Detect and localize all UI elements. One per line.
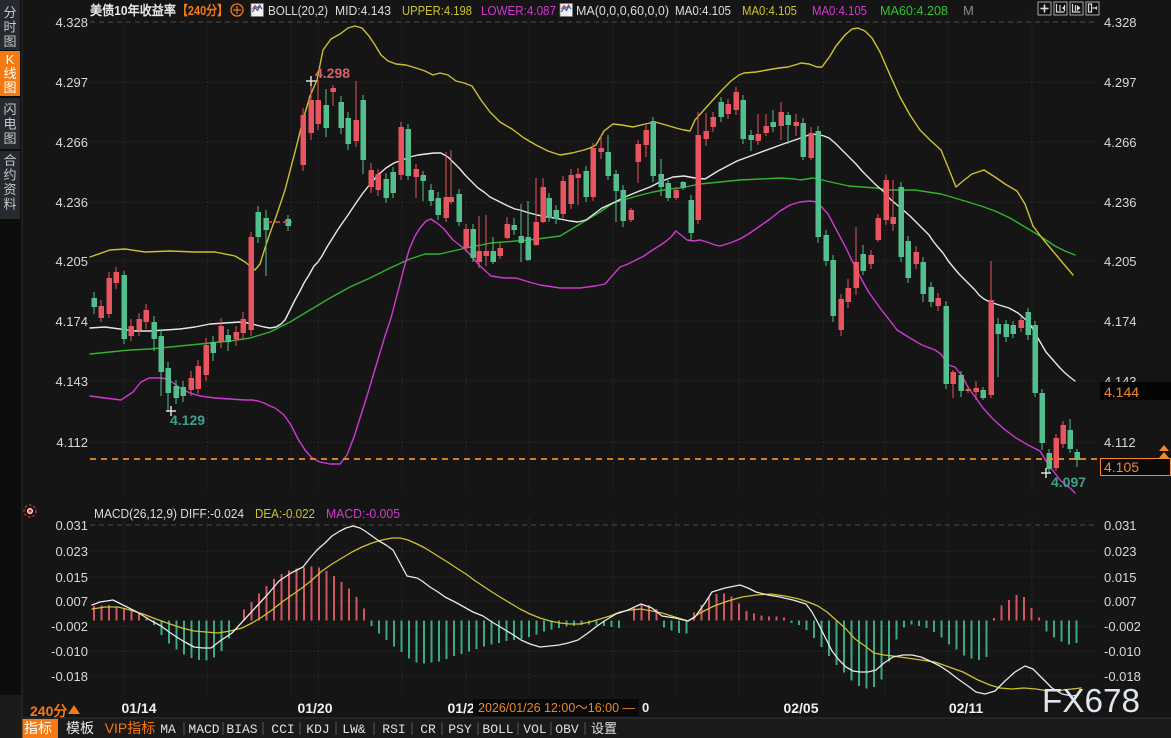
svg-text:MA0:4.105: MA0:4.105	[812, 3, 867, 18]
svg-text:PSY: PSY	[448, 722, 472, 737]
svg-text:0.031: 0.031	[55, 518, 88, 533]
svg-text:VIP指标: VIP指标	[105, 720, 156, 736]
svg-text:-0.002: -0.002	[51, 619, 88, 634]
svg-text:4.328: 4.328	[55, 15, 88, 30]
svg-text:料: 料	[3, 197, 16, 212]
svg-text:4.298: 4.298	[315, 65, 350, 81]
svg-text:M: M	[963, 3, 974, 18]
svg-text:4.143: 4.143	[55, 374, 88, 389]
svg-text:4.205: 4.205	[55, 254, 88, 269]
svg-text:MACD(26,12,9) DIFF:-0.024: MACD(26,12,9) DIFF:-0.024	[94, 506, 244, 521]
svg-text:-0.018: -0.018	[51, 669, 88, 684]
svg-text:RSI: RSI	[382, 722, 405, 737]
svg-text:KDJ: KDJ	[306, 722, 329, 737]
svg-text:4.266: 4.266	[55, 135, 88, 150]
svg-text:资: 资	[3, 182, 16, 197]
svg-text:线: 线	[3, 66, 16, 81]
svg-text:DEA:-0.022: DEA:-0.022	[255, 506, 315, 521]
svg-text:BOLL: BOLL	[482, 722, 513, 737]
svg-text:MACD: MACD	[188, 722, 219, 737]
svg-text:OBV: OBV	[555, 722, 579, 737]
svg-text:2026/01/26 12:00～16:00 —: 2026/01/26 12:00～16:00 —	[478, 700, 635, 715]
svg-text:BIAS: BIAS	[226, 722, 257, 737]
svg-text:闪: 闪	[3, 102, 16, 117]
svg-text:MID:4.143: MID:4.143	[335, 3, 391, 18]
svg-text:K: K	[6, 52, 15, 67]
svg-text:MA0:4.105: MA0:4.105	[675, 3, 731, 18]
svg-text:指标: 指标	[24, 720, 52, 736]
svg-text:0.015: 0.015	[1104, 570, 1137, 585]
svg-text:合: 合	[3, 153, 16, 168]
svg-text:图: 图	[3, 131, 16, 146]
svg-text:MA0:4.105: MA0:4.105	[742, 3, 797, 18]
svg-text:LW&: LW&	[342, 722, 366, 737]
svg-text:0.031: 0.031	[1104, 518, 1137, 533]
svg-text:设置: 设置	[591, 722, 617, 737]
svg-text:4.328: 4.328	[1104, 15, 1137, 30]
svg-text:01/20: 01/20	[297, 700, 332, 716]
svg-text:4.112: 4.112	[56, 435, 88, 450]
svg-text:0.007: 0.007	[55, 594, 88, 609]
svg-text:4.112: 4.112	[1104, 435, 1136, 450]
svg-text:02/05: 02/05	[783, 700, 818, 716]
svg-text:0.007: 0.007	[1104, 594, 1137, 609]
svg-text:4.297: 4.297	[1104, 75, 1137, 90]
svg-text:MACD:-0.005: MACD:-0.005	[326, 506, 400, 521]
svg-text:4.236: 4.236	[55, 195, 88, 210]
svg-text:0.023: 0.023	[55, 544, 88, 559]
svg-text:-0.010: -0.010	[1104, 644, 1141, 659]
svg-text:-0.018: -0.018	[1104, 669, 1141, 684]
svg-text:4.097: 4.097	[1051, 474, 1086, 490]
svg-text:4.266: 4.266	[1104, 135, 1137, 150]
svg-text:时: 时	[3, 20, 16, 35]
svg-text:0.023: 0.023	[1104, 544, 1137, 559]
svg-text:FX678: FX678	[1042, 682, 1140, 719]
svg-text:CR: CR	[420, 722, 436, 737]
svg-text:VOL: VOL	[523, 722, 546, 737]
svg-text:模板: 模板	[66, 720, 94, 736]
svg-text:4.129: 4.129	[170, 412, 205, 428]
svg-text:MA60:4.208: MA60:4.208	[880, 3, 948, 18]
svg-text:美债10年收益率: 美债10年收益率	[90, 3, 176, 18]
svg-text:4.174: 4.174	[1104, 314, 1137, 329]
svg-text:LOWER:4.087: LOWER:4.087	[481, 3, 556, 18]
svg-text:01/14: 01/14	[121, 700, 156, 716]
svg-text:4.205: 4.205	[1104, 254, 1137, 269]
svg-text:4.236: 4.236	[1104, 195, 1137, 210]
svg-text:UPPER:4.198: UPPER:4.198	[402, 3, 472, 18]
svg-text:-0.010: -0.010	[51, 644, 88, 659]
svg-text:-0.002: -0.002	[1104, 619, 1141, 634]
svg-text:约: 约	[3, 168, 16, 183]
svg-text:图: 图	[3, 80, 16, 95]
svg-text:MA: MA	[160, 722, 176, 737]
svg-text:240分: 240分	[30, 703, 67, 719]
svg-text:4.105: 4.105	[1104, 459, 1139, 475]
svg-text:电: 电	[3, 117, 16, 132]
svg-text:【240分】: 【240分】	[177, 3, 228, 18]
svg-text:02/11: 02/11	[949, 700, 983, 716]
svg-text:MA(0,0,0,60,0,0): MA(0,0,0,60,0,0)	[576, 3, 669, 18]
svg-text:分: 分	[3, 5, 16, 20]
svg-text:4.174: 4.174	[55, 314, 88, 329]
svg-text:0: 0	[642, 700, 649, 715]
svg-text:图: 图	[3, 34, 16, 49]
svg-text:4.297: 4.297	[55, 75, 88, 90]
svg-text:4.144: 4.144	[1104, 384, 1139, 400]
svg-text:CCI: CCI	[271, 722, 294, 737]
svg-text:0.015: 0.015	[55, 570, 88, 585]
svg-text:BOLL(20,2): BOLL(20,2)	[268, 3, 328, 18]
